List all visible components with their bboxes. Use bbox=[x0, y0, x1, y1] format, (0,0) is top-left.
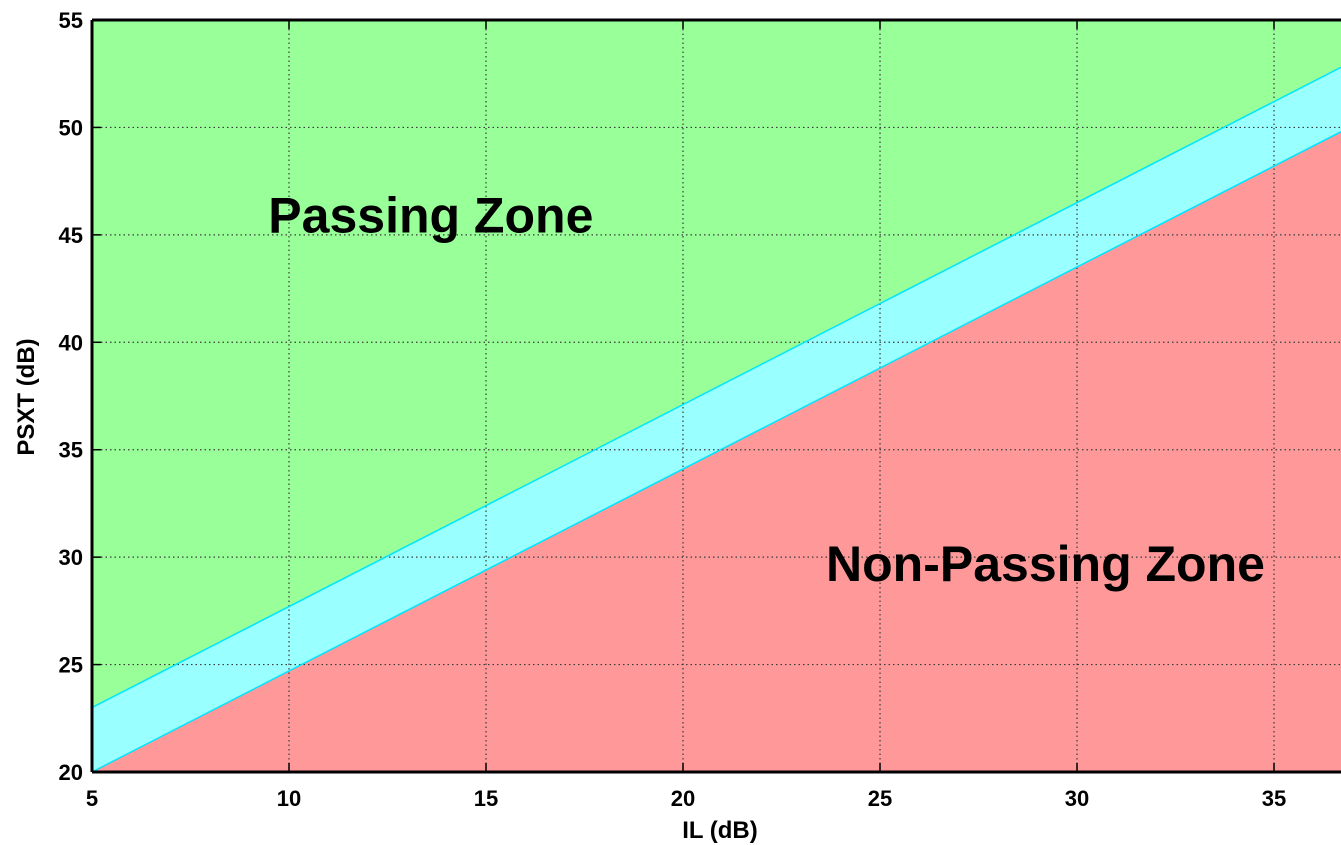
annotation-non-passing-zone: Non-Passing Zone bbox=[826, 536, 1265, 592]
lower-boundary-line bbox=[91, 131, 1341, 773]
boundary-lines bbox=[91, 66, 1341, 773]
x-axis-label: IL (dB) bbox=[682, 817, 758, 844]
x-tick-label: 35 bbox=[1262, 786, 1286, 811]
y-tick-label: 50 bbox=[59, 115, 83, 140]
y-tick-label: 55 bbox=[59, 8, 83, 33]
x-tick-labels: 5 10 15 20 25 30 35 bbox=[86, 786, 1286, 811]
y-tick-label: 45 bbox=[59, 223, 83, 248]
zone-annotations: Passing Zone Non-Passing Zone bbox=[268, 188, 1265, 592]
x-tick-label: 5 bbox=[86, 786, 98, 811]
upper-boundary-line bbox=[91, 66, 1341, 709]
y-tick-label: 20 bbox=[59, 760, 83, 785]
y-axis-label: PSXT (dB) bbox=[13, 338, 40, 455]
x-tick-label: 20 bbox=[671, 786, 695, 811]
y-tick-labels: 20 25 30 35 40 45 50 55 bbox=[59, 8, 83, 785]
zone-regions bbox=[92, 20, 1341, 773]
x-tick-label: 30 bbox=[1065, 786, 1089, 811]
region-band bbox=[92, 67, 1341, 773]
x-tick-label: 15 bbox=[474, 786, 498, 811]
x-tick-label: 25 bbox=[868, 786, 892, 811]
y-tick-label: 40 bbox=[59, 330, 83, 355]
y-tick-label: 25 bbox=[59, 653, 83, 678]
axes bbox=[90, 18, 1341, 774]
region-passing-zone bbox=[92, 20, 1341, 708]
x-tick-label: 10 bbox=[277, 786, 301, 811]
annotation-passing-zone: Passing Zone bbox=[268, 188, 593, 244]
y-tick-label: 30 bbox=[59, 545, 83, 570]
y-tick-label: 35 bbox=[59, 438, 83, 463]
